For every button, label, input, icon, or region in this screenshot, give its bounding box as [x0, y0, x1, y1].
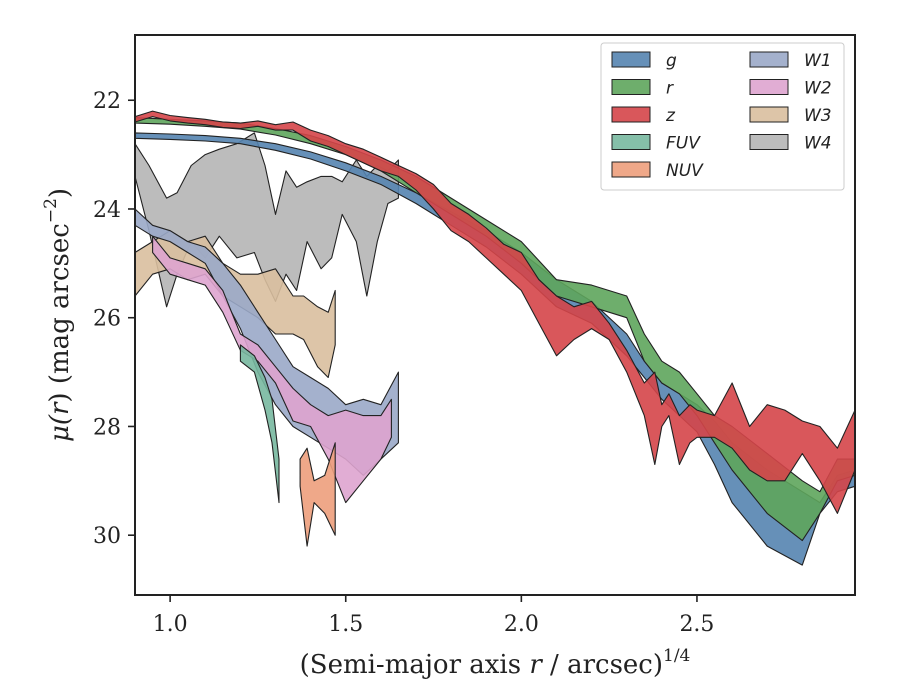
band-fuv — [239, 344, 280, 504]
legend-label-w4: W4 — [804, 134, 832, 154]
legend-swatch-g — [611, 51, 651, 68]
legend-label-fuv: FUV — [666, 134, 701, 154]
band-nuv — [299, 442, 336, 547]
legend-swatch-r — [611, 79, 651, 95]
legend-label-z: z — [665, 106, 676, 126]
legend-swatch-w3 — [749, 106, 789, 123]
x-tick-label: 1.0 — [153, 612, 188, 637]
y-tick-label: 30 — [93, 524, 121, 549]
legend-swatch-fuv — [611, 134, 651, 150]
legend: grz FUV NUV W1 W2 W3 W4 — [600, 42, 845, 191]
y-axis-ticks: 22 24 26 28 30 — [93, 89, 135, 549]
legend-label-g: g — [666, 51, 677, 71]
legend-label-r: r — [666, 79, 674, 99]
legend-swatch-w2 — [749, 79, 789, 95]
legend-swatch-w1 — [749, 51, 789, 68]
band-w1 — [134, 208, 399, 476]
legend-label-w2: W2 — [804, 79, 832, 99]
band-layer — [134, 110, 856, 566]
y-tick-label: 26 — [93, 307, 121, 332]
x-tick-label: 2.5 — [679, 612, 714, 637]
legend-swatch-z — [611, 106, 651, 123]
y-tick-label: 24 — [93, 198, 121, 223]
band-w2 — [152, 235, 392, 504]
legend-swatch-nuv — [611, 161, 651, 178]
plot-frame — [134, 34, 856, 596]
y-axis-title: μ(r) (mag arcsec−2) — [41, 188, 75, 442]
x-tick-label: 1.5 — [328, 612, 363, 637]
legend-label-w1: W1 — [804, 51, 832, 71]
x-axis-ticks: 1.0 1.5 2.0 2.5 — [153, 595, 714, 637]
x-tick-label: 2.0 — [504, 612, 539, 637]
legend-swatch-w4 — [749, 134, 789, 150]
y-tick-label: 22 — [93, 89, 121, 114]
legend-label-nuv: NUV — [666, 161, 704, 181]
x-axis-title: (Semi-major axis r / arcsec)1/4 — [300, 646, 691, 680]
legend-items: grz FUV NUV W1 W2 W3 W4 — [611, 51, 832, 181]
y-tick-label: 28 — [93, 415, 121, 440]
legend-label-w3: W3 — [804, 106, 832, 126]
